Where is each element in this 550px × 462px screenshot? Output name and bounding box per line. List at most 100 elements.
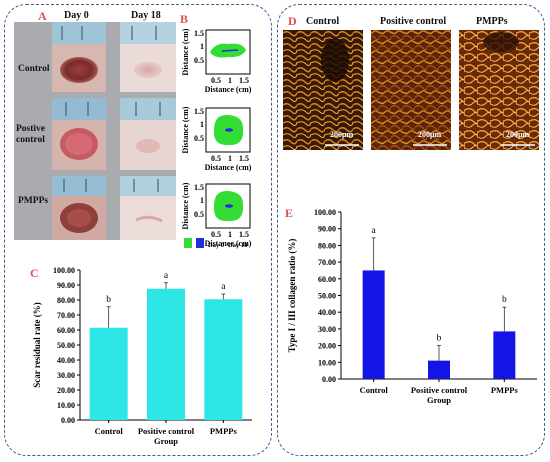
y-tick-label: 1 bbox=[200, 196, 204, 205]
legend-label-day18: Day 18 bbox=[228, 242, 248, 249]
y-tick-label: 0.5 bbox=[194, 134, 204, 143]
panel-e-chart: 0.00 10.00 20.00 30.00 40.00 50.00 60.00 70.00 8… bbox=[283, 200, 545, 414]
scalebar-label-control: 200μm bbox=[330, 130, 354, 139]
day18-contour bbox=[221, 49, 239, 52]
y-tick-label: 0.00 bbox=[322, 375, 336, 384]
micro-title-pmpps: PMPPs bbox=[476, 16, 508, 27]
y-tick-label: 80.00 bbox=[57, 296, 75, 305]
y-tick-label: 20.00 bbox=[318, 342, 336, 351]
panel-letter-c: C bbox=[30, 266, 39, 280]
legend-swatch-day0 bbox=[184, 238, 192, 248]
photo-pmpps-day18 bbox=[120, 176, 176, 240]
x-tick-label: PMPPs bbox=[210, 426, 238, 436]
y-axis-label: Distance (cm) bbox=[181, 182, 190, 229]
micro-title-control: Control bbox=[306, 16, 340, 27]
significance-letter: b bbox=[502, 295, 507, 305]
day18-contour bbox=[225, 128, 233, 132]
wound-photos bbox=[52, 22, 176, 240]
bar-positive-control bbox=[147, 288, 185, 420]
x-tick-label: 0.5 bbox=[211, 154, 221, 163]
y-tick-label: 0.00 bbox=[61, 416, 75, 425]
y-tick-label: 40.00 bbox=[318, 308, 336, 317]
x-tick-label: 1 bbox=[228, 230, 232, 239]
y-tick-label: 70.00 bbox=[57, 311, 75, 320]
panel-c-chart: 0.00 10.00 20.00 30.00 40.00 50.00 60.00 70.00 8… bbox=[30, 261, 260, 451]
y-tick-label: 0.5 bbox=[194, 56, 204, 65]
bar-pmpps bbox=[204, 299, 243, 420]
panel-e-svg: 0.00 10.00 20.00 30.00 40.00 50.00 60.00 70.00 8… bbox=[287, 208, 537, 405]
y-axis-label: Scar residual rate (%) bbox=[32, 302, 42, 387]
y-tick-label: 50.00 bbox=[318, 292, 336, 301]
y-tick-label: 1 bbox=[200, 42, 204, 51]
scalebar-label-positive-control: 200μm bbox=[418, 130, 442, 139]
legend-label-day0: Day 0 bbox=[208, 242, 224, 249]
bar-pmpps bbox=[493, 331, 516, 379]
y-axis-label: Distance (cm) bbox=[181, 28, 190, 75]
x-tick-label: 1.5 bbox=[239, 230, 249, 239]
significance-letter: b bbox=[106, 295, 111, 305]
photo-positive-control-day0 bbox=[52, 98, 106, 170]
y-tick-label: 30.00 bbox=[57, 371, 75, 380]
x-tick-label: 1 bbox=[228, 154, 232, 163]
y-axis-label: Type I / III collagen ratio (%) bbox=[287, 239, 297, 353]
row-label-positive-control: Postive control bbox=[16, 124, 46, 145]
photo-pmpps-day0 bbox=[52, 176, 106, 240]
y-tick-label: 70.00 bbox=[318, 258, 336, 267]
y-tick-label: 30.00 bbox=[318, 325, 336, 334]
y-tick-label: 0.5 bbox=[194, 210, 204, 219]
y-tick-label: 1.5 bbox=[194, 183, 204, 192]
y-axis-label: Distance (cm) bbox=[181, 106, 190, 153]
panel-letter-e: E bbox=[285, 206, 294, 220]
x-tick-label: 1.5 bbox=[239, 76, 249, 85]
x-tick-label: PMPPs bbox=[491, 385, 519, 395]
y-tick-label: 10.00 bbox=[318, 358, 336, 367]
significance-letter: a bbox=[221, 282, 226, 292]
y-tick-label: 40.00 bbox=[57, 356, 75, 365]
significance-letter: b bbox=[437, 334, 442, 344]
y-tick-label: 1.5 bbox=[194, 107, 204, 116]
x-axis-label: Distance (cm) bbox=[205, 163, 252, 172]
photo-positive-control-day18 bbox=[120, 98, 176, 170]
x-tick-label: 1 bbox=[228, 76, 232, 85]
x-axis-label: Distance (cm) bbox=[205, 239, 252, 248]
x-axis-label: Group bbox=[154, 436, 178, 446]
y-tick-label: 1 bbox=[200, 120, 204, 129]
y-tick-label: 60.00 bbox=[57, 326, 75, 335]
scalebar-label-pmpps: 200μm bbox=[506, 130, 530, 139]
significance-letter: a bbox=[372, 226, 377, 236]
bar-control bbox=[362, 270, 385, 379]
x-tick-label: 1.5 bbox=[239, 154, 249, 163]
day18-header: Day 18 bbox=[131, 10, 161, 21]
y-tick-label: 60.00 bbox=[318, 275, 336, 284]
photo-control-day0 bbox=[52, 22, 106, 92]
micrographs bbox=[283, 30, 539, 150]
y-tick-label: 80.00 bbox=[318, 241, 336, 250]
micrograph-positive-control bbox=[371, 30, 451, 150]
x-tick-label: Control bbox=[95, 426, 124, 436]
left-panel-frame bbox=[4, 4, 272, 456]
panel-letter-d: D bbox=[288, 14, 297, 28]
bar-control bbox=[89, 327, 128, 420]
x-tick-label: 0.5 bbox=[211, 76, 221, 85]
x-tick-label: Positive control bbox=[138, 426, 195, 436]
x-tick-label: 0.5 bbox=[211, 230, 221, 239]
bar-positive-control bbox=[428, 360, 450, 379]
photo-control-day18 bbox=[120, 22, 176, 92]
row-label-pmpps: PMPPs bbox=[18, 196, 49, 206]
y-tick-label: 50.00 bbox=[57, 341, 75, 350]
y-tick-label: 90.00 bbox=[57, 281, 75, 290]
x-axis-label: Distance (cm) bbox=[205, 85, 252, 94]
row-label-control: Control bbox=[18, 64, 50, 74]
y-tick-label: 100.00 bbox=[53, 266, 75, 275]
right-panel-frame bbox=[277, 4, 545, 456]
x-tick-label: Positive control bbox=[411, 385, 468, 395]
y-tick-label: 90.00 bbox=[318, 225, 336, 234]
y-tick-label: 100.00 bbox=[314, 208, 336, 217]
panel-letter-b: B bbox=[180, 12, 189, 26]
y-tick-label: 10.00 bbox=[57, 401, 75, 410]
x-tick-label: Control bbox=[360, 385, 389, 395]
day18-contour bbox=[225, 204, 233, 208]
panel-c-svg: 0.00 10.00 20.00 30.00 40.00 50.00 60.00 70.00 8… bbox=[32, 266, 252, 446]
panel-letter-a: A bbox=[38, 9, 47, 23]
